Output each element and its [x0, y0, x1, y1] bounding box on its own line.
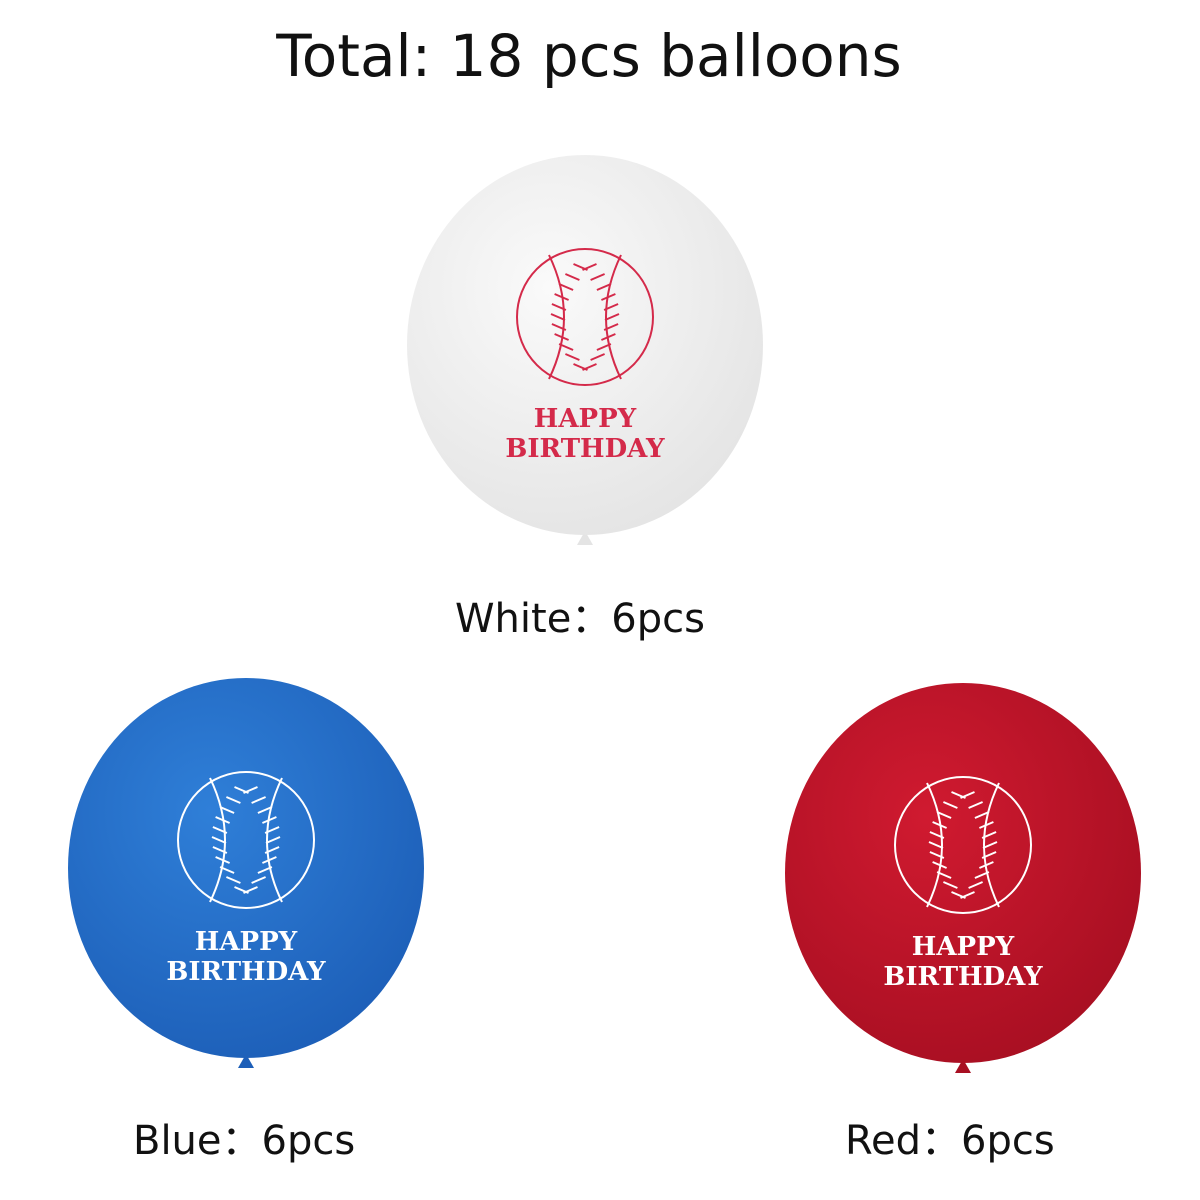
blue-balloon-label: Blue：6pcs: [133, 1118, 356, 1164]
page-title: Total: 18 pcs balloons: [276, 22, 902, 90]
baseball-icon: [177, 771, 315, 909]
baseball-icon: [894, 776, 1032, 914]
baseball-icon: [516, 248, 654, 386]
balloon-body: [68, 678, 424, 1058]
birthday-text: BIRTHDAY: [166, 957, 326, 987]
white-balloon-label: White：6pcs: [455, 596, 705, 642]
birthday-text: BIRTHDAY: [505, 434, 665, 464]
happy-text: HAPPY: [195, 927, 298, 957]
happy-text: HAPPY: [912, 932, 1015, 962]
balloon-body: [407, 155, 763, 535]
red-balloon-label: Red：6pcs: [845, 1118, 1055, 1164]
birthday-text: BIRTHDAY: [883, 962, 1043, 992]
balloon-body: [785, 683, 1141, 1063]
balloon-knot: [238, 1054, 254, 1068]
balloon-knot: [577, 531, 593, 545]
balloon-knot: [955, 1059, 971, 1073]
happy-text: HAPPY: [534, 404, 637, 434]
